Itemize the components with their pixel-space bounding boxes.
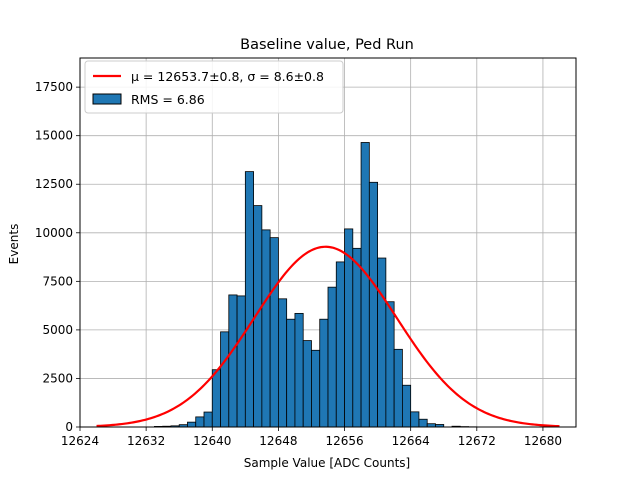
y-tick-label: 7500 [42,274,73,288]
y-tick-label: 5000 [42,323,73,337]
y-tick-label: 15000 [35,129,73,143]
histogram-bar [385,301,395,428]
axes-frame [79,57,577,428]
histogram-bar [335,261,345,428]
x-axis-label: Sample Value [ADC Counts] [244,456,410,470]
histogram-bar [418,418,428,428]
x-axis-ticks: 12624 12632 12640 12648 12656 12664 12672 12680 [61,427,562,448]
y-axis-ticks: 0 2500 5000 7500 10000 12500 15000 17500 [35,80,80,434]
histogram-bar [220,331,230,428]
x-tick-label: 12672 [458,434,496,448]
histogram-bar [327,286,337,428]
x-tick-label: 12656 [325,434,363,448]
histogram-bar [236,295,246,428]
histogram-bar [393,348,403,428]
histogram-bar [261,229,271,428]
histogram-bar [269,237,279,428]
histogram-bar [211,369,221,428]
x-tick-label: 12640 [193,434,231,448]
x-tick-label: 12680 [524,434,562,448]
histogram-bar [228,294,238,428]
y-tick-label: 2500 [42,371,73,385]
histogram-bar [401,384,412,428]
x-tick-label: 12632 [127,434,165,448]
x-tick-label: 12624 [61,434,99,448]
legend-histogram-swatch [92,93,122,105]
histogram-bar [352,247,362,428]
histogram-bar [286,318,296,428]
legend: μ = 12653.7±0.8, σ = 8.6±0.8 RMS = 6.86 [84,60,344,114]
y-axis-label: Events [7,224,21,265]
histogram-bar [187,421,197,428]
histogram-bar [244,171,254,428]
histogram-bar [277,298,288,428]
y-tick-label: 17500 [35,80,73,94]
histogram-bar [195,416,205,428]
histogram-bar [294,312,304,428]
legend-fit-label: μ = 12653.7±0.8, σ = 8.6±0.8 [131,69,324,84]
histogram-bar [203,411,213,428]
histogram-bar [302,340,312,428]
y-tick-label: 0 [65,420,73,434]
chart-title: Baseline value, Ped Run [240,37,414,53]
histogram-bar [410,411,420,428]
y-tick-label: 10000 [35,226,73,240]
x-tick-label: 12664 [392,434,430,448]
histogram-bar [360,142,370,428]
legend-box [84,60,344,114]
gaussian-fit-curve [96,245,560,428]
y-tick-label: 12500 [35,177,73,191]
histogram-bar [377,257,387,428]
histogram-bar [319,318,329,428]
histogram-bar [368,181,379,428]
legend-rms-label: RMS = 6.86 [131,92,205,107]
gaussian-fit-layer [96,245,560,428]
histogram-bar [311,349,321,428]
x-tick-label: 12648 [259,434,297,448]
